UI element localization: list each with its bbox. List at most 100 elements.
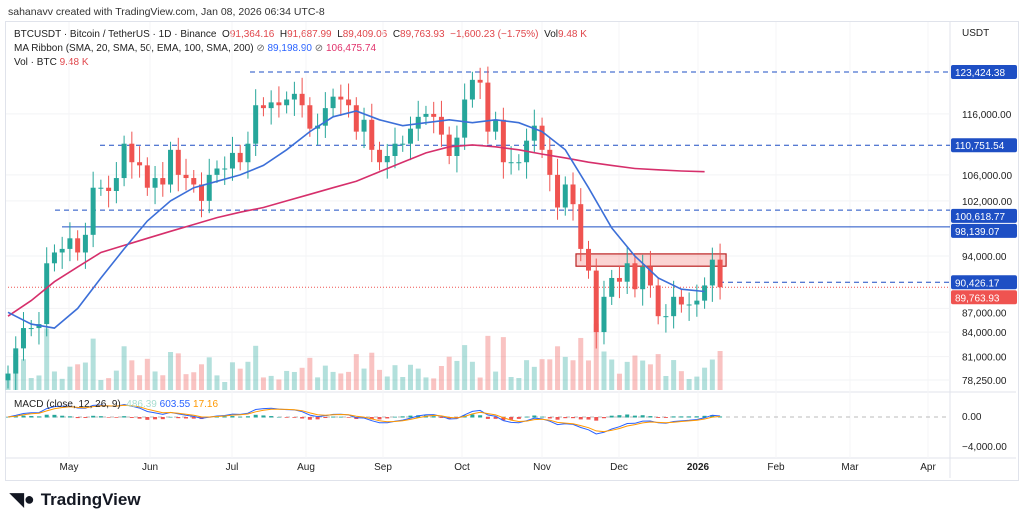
candle-body [663,316,669,318]
ma-ribbon-label[interactable]: MA Ribbon (SMA, 20, SMA, 50, EMA, 100, S… [14,43,254,54]
volume-label[interactable]: Vol · BTC [14,57,57,68]
macd-histogram-bar [284,417,289,418]
macd-histogram-bar [594,417,599,421]
volume-bar [485,335,491,390]
volume-bar [307,357,313,390]
macd-histogram-bar [331,416,336,418]
volume-bar [75,364,81,390]
ma200-line [7,144,705,317]
macd-signal-value: 17.16 [193,399,219,410]
macd-histogram-bar [253,414,258,418]
volume-value: 9.48 K [59,57,89,68]
volume-bar [678,371,684,390]
candle-body [353,105,359,132]
candle-body [547,149,553,175]
candle-body [516,162,522,164]
candle-body [361,119,367,132]
macd-histogram-bar [168,416,173,418]
volume-bar [137,375,143,390]
candle-body [655,285,661,317]
x-tick-label: Feb [767,462,785,473]
macd-histogram-bar [106,417,111,418]
candle-body [624,263,630,282]
symbol-label[interactable]: BTCUSDT · Bitcoin / TetherUS · 1D · Bina… [14,29,217,40]
candle-body [609,277,615,297]
macd-histogram-bar [524,416,529,418]
macd-histogram-bar [694,416,699,418]
candle-body [322,108,328,126]
candle-body [462,99,468,138]
macd-histogram-bar [400,416,405,418]
macd-histogram-bar [516,417,521,419]
volume-bar [717,351,723,390]
macd-histogram-bar [478,415,483,418]
volume-bar [214,375,220,390]
candle-body [717,259,723,288]
macd-histogram-bar [702,415,707,418]
macd-histogram-bar [640,415,645,418]
volume-bar [578,337,584,390]
candle-body [469,79,475,100]
macd-histogram-bar [501,417,506,421]
volume-bar [671,360,677,390]
candle-body [407,128,413,144]
volume-bar [516,378,522,390]
vol-value: 9.48 K [557,29,587,40]
macd-histogram-bar [617,415,622,418]
macd-histogram-bar [60,415,65,418]
macd-label[interactable]: MACD (close, 12, 26, 9) [14,399,121,410]
macd-histogram-bar [83,417,88,418]
macd-hist-value: 486.39 [126,399,157,410]
x-tick-label: May [60,462,79,473]
macd-histogram-bar [269,416,274,418]
macd-histogram-bar [145,417,150,420]
volume-bar [113,370,119,390]
macd-histogram-bar [176,417,181,419]
volume-bar [570,360,576,390]
level-price-tag [951,223,1017,238]
candle-body [299,93,305,106]
candle-body [415,116,421,129]
volume-bar [400,377,406,390]
volume-bar [51,371,57,390]
candle-body [377,149,383,163]
macd-histogram-bar [470,414,475,418]
candle-body [129,143,135,163]
candle-body [20,328,26,349]
y-tick-label: 78,250.00 [962,376,1007,387]
macd-histogram-bar [191,417,196,419]
close-label: C [392,29,401,40]
volume-bar [539,359,545,390]
macd-histogram-bar [648,416,653,418]
volume-bar [423,377,429,390]
volume-bar [237,368,243,390]
macd-histogram-bar [91,415,96,418]
volume-bar [431,378,437,390]
volume-bar [36,375,42,390]
x-tick-label: Dec [610,462,628,473]
candle-body [384,155,390,163]
candle-body [647,266,653,286]
macd-histogram-bar [485,417,490,419]
candle-body [137,162,143,166]
macd-histogram-bar [439,417,444,418]
candle-body [539,125,545,150]
x-tick-label: Mar [841,462,859,473]
volume-bar [446,356,452,390]
x-tick-label: 2026 [687,462,710,473]
tradingview-logo[interactable]: ◥● TradingView [10,489,141,510]
macd-histogram-bar [509,417,514,420]
macd-histogram-bar [315,417,320,420]
macd-histogram-bar [222,416,227,418]
volume-bar [106,378,112,390]
level-price-tag [951,208,1017,223]
volume-bar [369,352,375,390]
candle-body [485,82,491,132]
macd-histogram-bar [346,417,351,418]
candle-body [578,204,584,249]
candle-body [144,165,150,188]
macd-histogram-bar [44,414,49,418]
macd-histogram-bar [261,415,266,418]
candle-body [702,285,708,301]
